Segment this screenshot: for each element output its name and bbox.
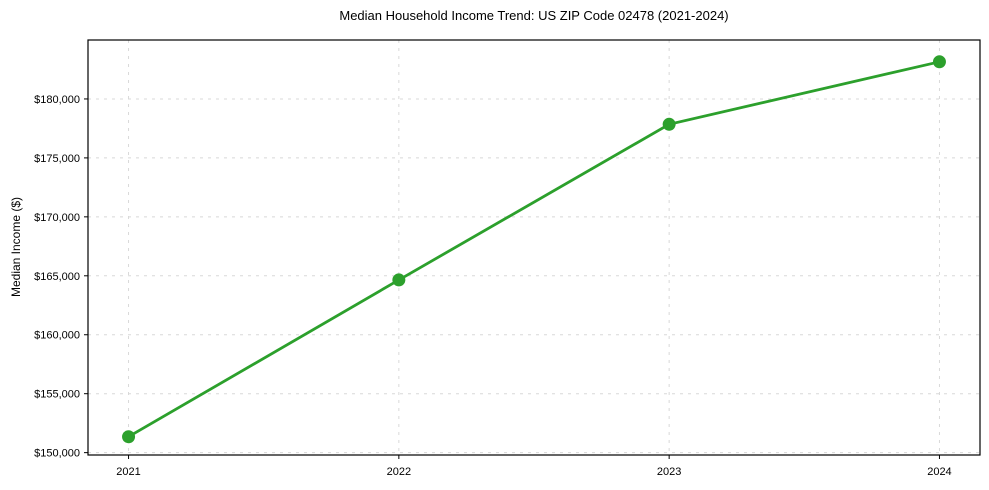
income-trend-line — [127, 60, 941, 439]
x-tick-label: 2021 — [116, 466, 140, 478]
chart-title: Median Household Income Trend: US ZIP Co… — [339, 8, 729, 23]
y-tick-label: $180,000 — [34, 94, 80, 106]
x-tick-label: 2022 — [387, 466, 411, 478]
y-tick-label: $165,000 — [34, 271, 80, 283]
data-point-marker — [932, 55, 946, 69]
y-tick-label: $175,000 — [34, 153, 80, 165]
x-tick-label: 2024 — [927, 466, 951, 478]
y-tick-label: $150,000 — [34, 448, 80, 460]
data-point-marker — [122, 430, 136, 444]
y-tick-label: $170,000 — [34, 212, 80, 224]
data-point-marker — [662, 117, 676, 131]
y-tick-label: $160,000 — [34, 330, 80, 342]
data-point-marker — [392, 273, 406, 287]
y-tick-label: $155,000 — [34, 389, 80, 401]
axes-spines — [87, 39, 981, 456]
x-tick-label: 2023 — [657, 466, 681, 478]
